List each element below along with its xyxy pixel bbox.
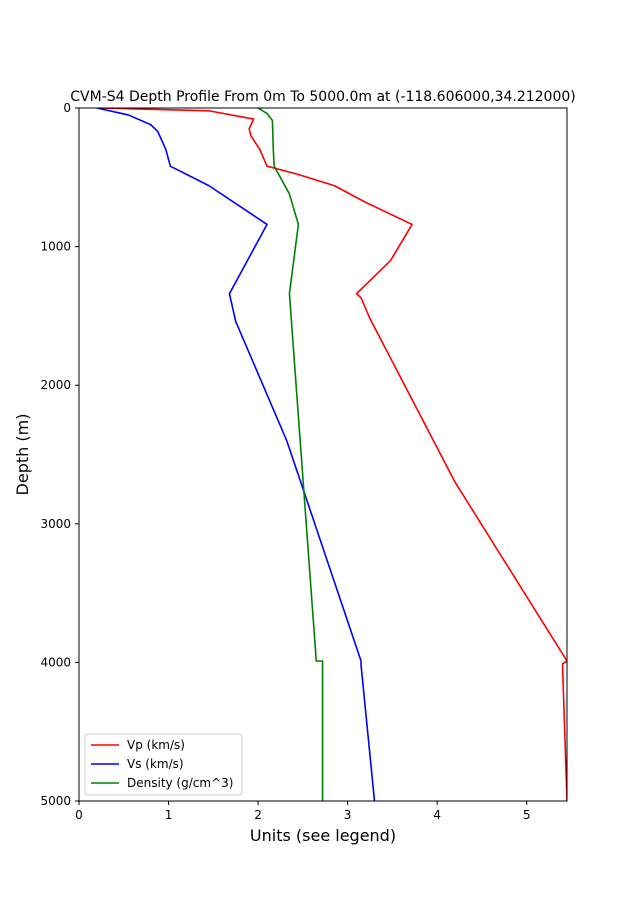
y-tick-label: 4000 — [40, 655, 71, 669]
chart-title: CVM-S4 Depth Profile From 0m To 5000.0m … — [70, 89, 575, 105]
x-axis-title: Units (see legend) — [250, 826, 396, 845]
legend-label-vs: Vs (km/s) — [127, 757, 184, 771]
series-line-vp — [98, 108, 567, 801]
series-line-density — [257, 108, 324, 801]
x-tick-label: 1 — [165, 808, 173, 822]
x-tick-label: 5 — [523, 808, 531, 822]
y-tick-label: 2000 — [40, 378, 71, 392]
series-layer — [96, 108, 567, 801]
x-tick-label: 4 — [433, 808, 441, 822]
x-tick-label: 0 — [75, 808, 83, 822]
x-axis: 0 1 2 3 4 5 — [75, 801, 531, 822]
legend-label-density: Density (g/cm^3) — [127, 776, 233, 790]
series-line-vs — [96, 108, 376, 801]
y-tick-label: 0 — [63, 101, 71, 115]
legend-label-vp: Vp (km/s) — [127, 738, 185, 752]
y-tick-label: 5000 — [40, 794, 71, 808]
y-tick-label: 3000 — [40, 517, 71, 531]
y-axis: 0 1000 2000 3000 4000 5000 — [40, 101, 79, 808]
x-tick-label: 2 — [254, 808, 262, 822]
y-axis-title: Depth (m) — [13, 414, 32, 496]
legend-box — [84, 733, 243, 796]
y-tick-label: 1000 — [40, 240, 71, 254]
x-tick-label: 3 — [344, 808, 352, 822]
plot-frame — [78, 107, 568, 802]
legend: Vp (km/s) Vs (km/s) Density (g/cm^3) — [84, 733, 243, 796]
